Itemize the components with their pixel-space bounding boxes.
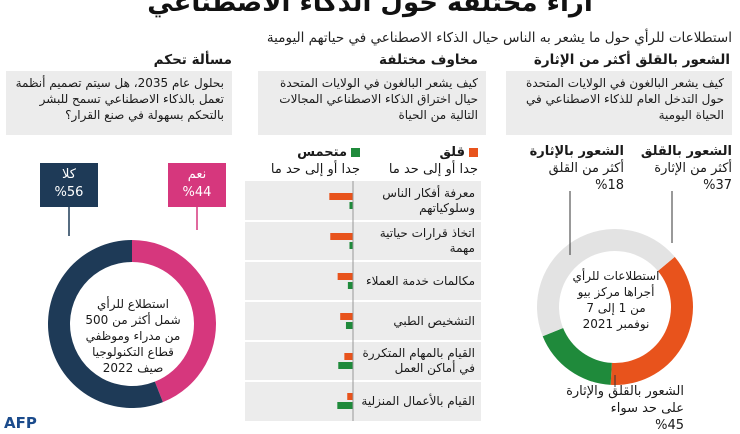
bar-chart-labels: معرفة أفكار الناس وسلوكياتهم اتخاذ قرارات…	[245, 181, 481, 421]
right-section-heading: الشعور بالقلق أكثر من الإثارة	[533, 52, 730, 68]
both-label-line1: الشعور بالقلق والإثارة	[566, 384, 684, 399]
right-center-line4: نوفمبر 2021	[582, 317, 650, 331]
bar-excite	[349, 242, 353, 249]
bar-worry	[344, 353, 353, 360]
left-center-line4: قطاع التكنولوجيا	[92, 345, 174, 359]
bar-category-label: اتخاذ قرارات حياتية مهمة	[379, 226, 475, 255]
concern-label: الشعور بالقلق أكثر من الإثارة %37	[628, 143, 732, 194]
excite-pct: %18	[595, 178, 624, 193]
legend-worry: قلق جدا أو إلى حد ما	[360, 144, 478, 178]
both-pct: %45	[655, 418, 684, 433]
legend-worry-swatch	[469, 148, 478, 157]
bar-excite	[347, 282, 353, 289]
both-label: الشعور بالقلق والإثارة على حد سواء %45	[534, 383, 684, 434]
legend-excite: متحمس جدا أو إلى حد ما	[240, 144, 360, 178]
right-center-line2: أجراها مركز بيو	[577, 285, 655, 299]
left-section-heading: مسألة تحكم	[153, 52, 232, 68]
legend-worry-label: قلق	[439, 145, 465, 160]
yes-pct: %44	[182, 185, 212, 200]
excite-label-line2: أكثر من القلق	[548, 161, 624, 176]
yes-label: نعم	[187, 167, 207, 182]
bar-category-label: القيام بالمهام المتكررة في أماكن العمل	[362, 346, 475, 375]
left-center-line3: من مدراء وموظفي	[85, 329, 181, 343]
left-center-line1: استطلاع للرأي	[97, 297, 169, 311]
yes-box: نعم %44	[168, 163, 226, 207]
legend-excite-swatch	[351, 148, 360, 157]
bar-worry	[340, 313, 353, 320]
bar-chart	[245, 181, 481, 421]
both-label-line2: على حد سواء	[610, 401, 684, 416]
bar-excite	[345, 322, 353, 329]
bar-worry	[330, 233, 353, 240]
no-pct: %56	[54, 185, 84, 200]
left-center-line5: صيف 2022	[102, 361, 164, 375]
donut-slice-both	[537, 229, 675, 337]
right-section-question: كيف يشعر البالغون في الولايات المتحدة حو…	[506, 71, 732, 135]
middle-section-question: كيف يشعر البالغون في الولايات المتحدة حي…	[258, 71, 486, 135]
concern-label-line2: أكثر من الإثارة	[654, 161, 732, 176]
legend-excite-sublabel: جدا أو إلى حد ما	[270, 162, 360, 177]
donut-slice-concern	[610, 256, 693, 385]
right-center-line3: من 1 إلى 7	[586, 301, 646, 315]
page-subtitle: استطلاعات للرأي حول ما يشعر به الناس حيا…	[266, 30, 732, 46]
bar-category-label: مكالمات خدمة العملاء	[366, 273, 475, 288]
bar-category-label: القيام بالأعمال المنزلية	[361, 393, 475, 408]
bar-excite	[337, 402, 353, 409]
no-label: كلا	[62, 167, 76, 182]
excite-label-line1: الشعور بالإثارة	[529, 144, 624, 159]
donut-slice-yes	[132, 240, 217, 403]
bar-excite	[338, 362, 353, 369]
left-leader-lines	[68, 207, 198, 236]
bar-category-label: معرفة أفكار الناس وسلوكياتهم	[382, 186, 475, 215]
page-title: آراء مختلفة حول الذكاء الاصطناعي	[147, 0, 593, 18]
bar-worry	[329, 193, 353, 200]
bar-excite	[349, 202, 353, 209]
donut-slice-excite	[542, 327, 612, 385]
legend-excite-label: متحمس	[297, 145, 347, 160]
left-donut-chart	[48, 240, 217, 408]
left-center-line2: شمل أكثر من 500	[85, 313, 181, 327]
bar-worry	[337, 273, 353, 280]
right-donut-center: استطلاعات للرأي أجراها مركز بيو من 1 إلى…	[570, 268, 662, 332]
right-center-line1: استطلاعات للرأي	[572, 269, 660, 283]
right-donut-chart	[537, 229, 693, 385]
excite-label: الشعور بالإثارة أكثر من القلق %18	[516, 143, 624, 194]
middle-section-heading: مخاوف مختلفة	[379, 52, 478, 68]
bar-category-label: التشخيص الطبي	[393, 313, 475, 328]
right-leader-lines	[569, 191, 673, 387]
left-section-question: بحلول عام 2035، هل سيتم تصميم أنظمة تعمل…	[6, 71, 232, 135]
left-donut-center: استطلاع للرأي شمل أكثر من 500 من مدراء و…	[72, 296, 194, 376]
donut-slice-no	[48, 240, 163, 408]
legend-worry-sublabel: جدا أو إلى حد ما	[388, 162, 478, 177]
bar-worry	[347, 393, 353, 400]
concern-pct: %37	[703, 178, 732, 193]
afp-logo: AFP	[4, 414, 37, 432]
no-box: كلا %56	[40, 163, 98, 207]
concern-label-line1: الشعور بالقلق	[640, 144, 732, 159]
